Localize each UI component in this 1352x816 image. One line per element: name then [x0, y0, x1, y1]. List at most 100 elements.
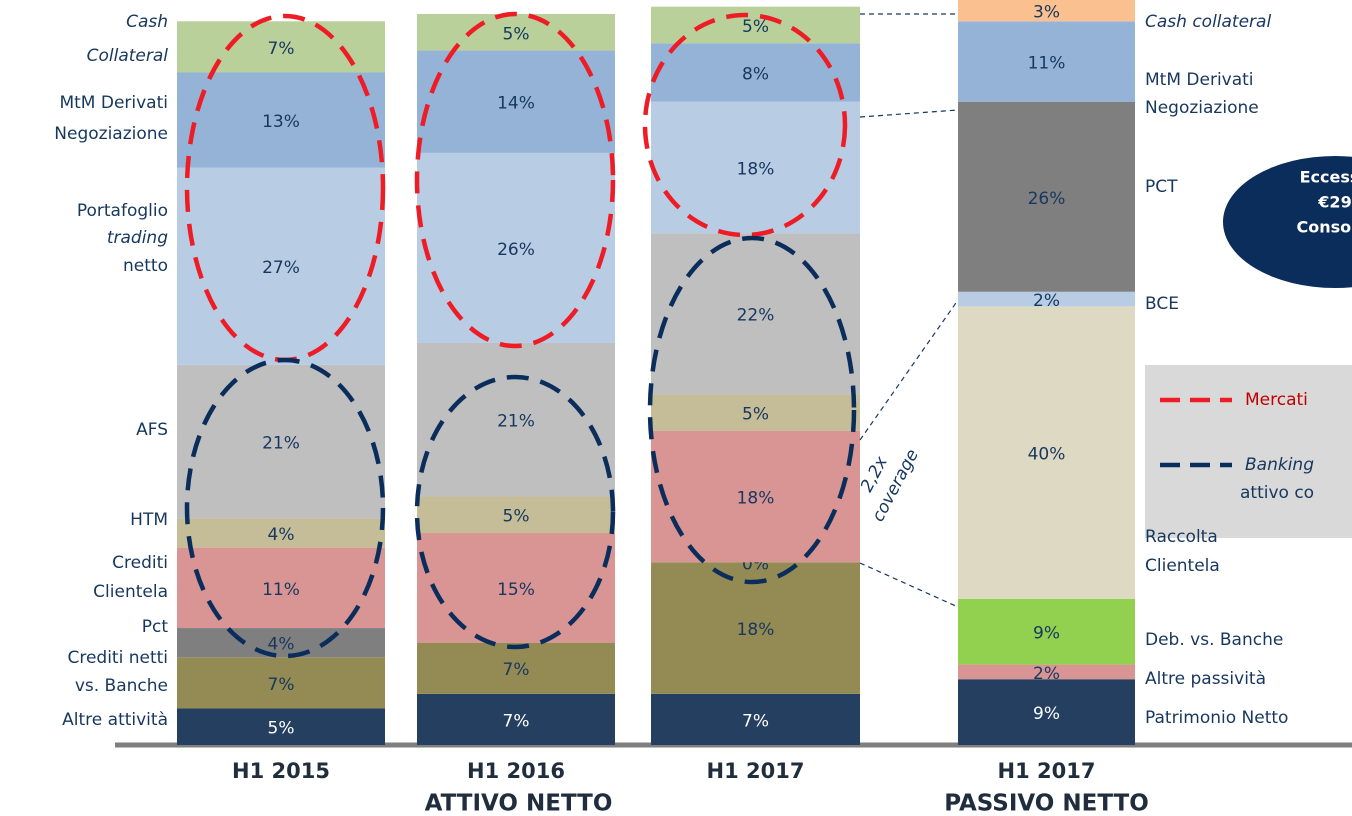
- value-label: 18%: [737, 620, 775, 640]
- connectors: [859, 13, 959, 608]
- bar-segment: [958, 21, 1135, 102]
- value-label: 5%: [742, 17, 769, 37]
- series-name: Negoziazione: [1145, 98, 1259, 118]
- connector: [859, 299, 959, 441]
- value-label: 7%: [503, 660, 530, 680]
- value-label: 7%: [503, 711, 530, 731]
- series-name: Cash: [126, 12, 168, 32]
- bar-segment: [417, 152, 615, 343]
- series-name: Crediti netti: [67, 648, 168, 668]
- series-name: Patrimonio Netto: [1145, 708, 1288, 728]
- bar-segment: [417, 342, 615, 497]
- group-label: PASSIVO NETTO: [944, 791, 1149, 816]
- callout-text: Eccesso: [1300, 168, 1352, 187]
- bar-segment: [417, 642, 615, 694]
- banking-ellipse: [414, 374, 616, 650]
- legend-box: [1145, 365, 1352, 538]
- connector: [859, 109, 959, 118]
- value-label: 21%: [262, 434, 300, 454]
- value-label: 8%: [742, 64, 769, 84]
- bar-segment: [958, 306, 1135, 599]
- bar-segment: [651, 430, 860, 563]
- value-label: 26%: [497, 240, 535, 260]
- bar-segment: [177, 518, 385, 548]
- value-label: 11%: [1028, 54, 1066, 74]
- series-name: Negoziazione: [54, 124, 168, 144]
- value-label: 27%: [262, 258, 300, 278]
- callout-text: Consolid: [1296, 218, 1352, 237]
- value-label: 7%: [268, 39, 295, 59]
- series-name: Pct: [142, 617, 169, 637]
- bar-segment: [651, 43, 860, 102]
- market-ellipse: [414, 11, 616, 349]
- bar-segment: [958, 101, 1135, 292]
- value-label: 14%: [497, 94, 535, 114]
- bar-segment: [958, 598, 1135, 665]
- bar-segment: [177, 167, 385, 365]
- value-label: 9%: [1033, 704, 1060, 724]
- value-label: 9%: [1033, 624, 1060, 644]
- value-label: 4%: [268, 635, 295, 655]
- series-name: MtM Derivati: [59, 93, 168, 113]
- series-name: Cash collateral: [1145, 12, 1271, 32]
- series-name: Deb. vs. Banche: [1145, 630, 1283, 650]
- value-label: 40%: [1028, 445, 1066, 465]
- bar-segment: [958, 0, 1135, 22]
- bar-segment: [177, 72, 385, 168]
- series-name: MtM Derivati: [1145, 70, 1254, 90]
- value-label: 11%: [262, 580, 300, 600]
- legend-label: Mercati: [1245, 390, 1308, 410]
- market-ellipse: [642, 12, 848, 238]
- bar-segment: [417, 50, 615, 153]
- series-name: vs. Banche: [75, 676, 168, 696]
- value-label: 7%: [268, 675, 295, 695]
- series-name: BCE: [1145, 294, 1179, 314]
- bar-segment: [417, 496, 615, 534]
- value-label: 21%: [497, 412, 535, 432]
- connector: [859, 562, 959, 608]
- series-name: Portafoglio: [77, 201, 168, 221]
- extras: Eccesso €29 Consolid Mercati Banking attivo c…: [1160, 156, 1352, 503]
- value-label: 26%: [1028, 189, 1066, 209]
- banking-ellipse: [184, 357, 386, 659]
- series-name: Raccolta: [1145, 527, 1218, 547]
- bar-segment: [651, 233, 860, 395]
- value-label: 15%: [497, 580, 535, 600]
- value-label: 2%: [1033, 291, 1060, 311]
- series-name: trading: [107, 228, 168, 248]
- value-label: 5%: [742, 404, 769, 424]
- value-label: 2%: [1033, 664, 1060, 684]
- series-name: Collateral: [87, 46, 169, 66]
- bar-segment: [417, 533, 615, 643]
- value-label: 5%: [268, 719, 295, 739]
- value-label: 7%: [742, 711, 769, 731]
- bar-segment: [177, 657, 385, 709]
- bar-segment: [417, 14, 615, 51]
- x-tick-label: H1 2017: [707, 759, 805, 783]
- series-name: Crediti: [112, 553, 168, 573]
- x-tick-label: H1 2015: [232, 759, 330, 783]
- series-name: Clientela: [1145, 556, 1220, 576]
- x-tick-label: H1 2016: [467, 759, 565, 783]
- series-name: netto: [123, 256, 168, 276]
- bar-segment: [177, 708, 385, 745]
- ellipses: [184, 11, 857, 659]
- x-tick-label: H1 2017: [998, 759, 1096, 783]
- value-label: 5%: [503, 507, 530, 527]
- value-label: 13%: [262, 112, 300, 132]
- value-label: 18%: [737, 488, 775, 508]
- value-label: 18%: [737, 160, 775, 180]
- series-name: PCT: [1145, 177, 1178, 197]
- bar-segment: [417, 693, 615, 745]
- series-name: HTM: [130, 510, 168, 530]
- bar-segment: [651, 101, 860, 234]
- series-name: Altre passività: [1145, 669, 1266, 689]
- legend-label: Banking: [1245, 455, 1314, 475]
- bar-segment: [651, 394, 860, 431]
- bar-segment: [958, 664, 1135, 680]
- bar-segment: [177, 628, 385, 658]
- bar-segment: [651, 693, 860, 745]
- value-label: 22%: [737, 306, 775, 326]
- banking-ellipse: [647, 235, 857, 585]
- series-name: Clientela: [93, 582, 168, 602]
